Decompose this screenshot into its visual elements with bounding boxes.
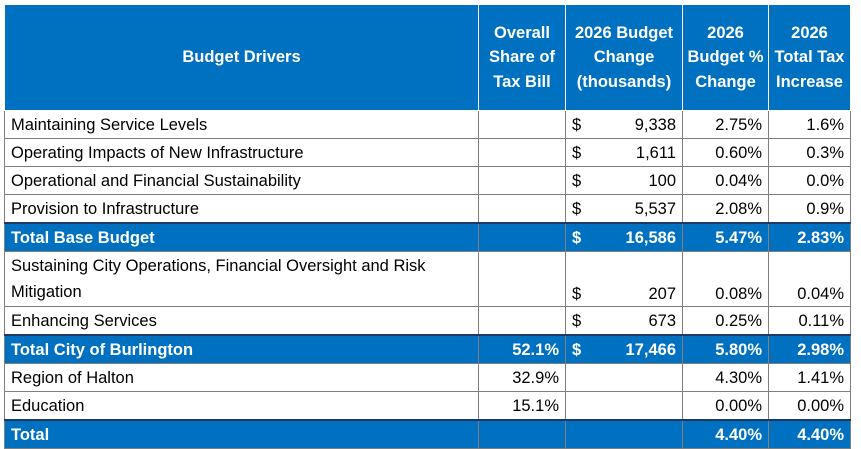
table-body: Maintaining Service Levels $9,338 2.75% 1.6…	[4, 110, 851, 449]
row-budget-change: 1,611	[587, 138, 683, 167]
table-row: Operating Impacts of New Infrastructure $…	[4, 138, 851, 167]
row-label: Maintaining Service Levels	[4, 110, 479, 139]
row-percent-change: 2.08%	[682, 194, 769, 224]
table-header: Budget Drivers Overall Share of Tax Bill…	[4, 4, 851, 111]
row-budget-change: 100	[587, 166, 683, 195]
row-label: Sustaining City Operations, Financial Ov…	[4, 251, 479, 307]
row-budget-change: 207	[587, 251, 683, 307]
row-dollar-sign: $	[565, 306, 588, 336]
table-row: Sustaining City Operations, Financial Ov…	[4, 251, 851, 307]
table-row: Enhancing Services $673 0.25% 0.11%	[4, 306, 851, 336]
table-row: Operational and Financial Sustainability…	[4, 166, 851, 195]
table-total-row: Total Base Budget $16,586 5.47% 2.83%	[4, 222, 851, 252]
row-dollar-sign: $	[565, 222, 588, 252]
row-percent-change: 5.80%	[682, 334, 769, 364]
row-tax-increase: 0.0%	[768, 166, 851, 195]
row-budget-change: 9,338	[587, 110, 683, 139]
budget-drivers-table: Budget Drivers Overall Share of Tax Bill…	[4, 4, 851, 449]
row-label: Operating Impacts of New Infrastructure	[4, 138, 479, 167]
header-budget-change: 2026 Budget Change (thousands)	[565, 4, 683, 111]
row-tax-increase: 0.11%	[768, 306, 851, 336]
row-budget-change: 673	[587, 306, 683, 336]
table-row: Maintaining Service Levels $9,338 2.75% 1.6…	[4, 110, 851, 139]
row-dollar-sign	[565, 419, 588, 449]
row-budget-change: 5,537	[587, 194, 683, 224]
row-percent-change: 5.47%	[682, 222, 769, 252]
row-tax-increase: 2.98%	[768, 334, 851, 364]
row-dollar-sign: $	[565, 334, 588, 364]
row-share	[478, 166, 566, 195]
row-tax-increase: 2.83%	[768, 222, 851, 252]
row-dollar-sign: $	[565, 194, 588, 224]
row-dollar-sign: $	[565, 166, 588, 195]
row-tax-increase: 4.40%	[768, 419, 851, 449]
row-share	[478, 306, 566, 336]
row-share	[478, 110, 566, 139]
header-budget-percent-change: 2026 Budget % Change	[682, 4, 769, 111]
row-percent-change: 0.04%	[682, 166, 769, 195]
row-tax-increase: 0.00%	[768, 391, 851, 421]
row-share: 15.1%	[478, 391, 566, 421]
row-budget-change	[587, 363, 683, 392]
table-row: Region of Halton 32.9% 4.30% 1.41%	[4, 363, 851, 392]
row-label: Total Base Budget	[4, 222, 479, 252]
row-dollar-sign: $	[565, 110, 588, 139]
header-total-tax-increase: 2026 Total Tax Increase	[768, 4, 851, 111]
row-share: 32.9%	[478, 363, 566, 392]
row-dollar-sign	[565, 391, 588, 421]
row-label: Provision to Infrastructure	[4, 194, 479, 224]
row-tax-increase: 0.3%	[768, 138, 851, 167]
row-tax-increase: 1.41%	[768, 363, 851, 392]
row-percent-change: 0.25%	[682, 306, 769, 336]
row-dollar-sign: $	[565, 138, 588, 167]
header-budget-drivers: Budget Drivers	[4, 4, 479, 111]
row-share: 52.1%	[478, 334, 566, 364]
row-tax-increase: 1.6%	[768, 110, 851, 139]
row-dollar-sign: $	[565, 251, 588, 307]
row-percent-change: 4.30%	[682, 363, 769, 392]
row-share	[478, 251, 566, 307]
row-share	[478, 222, 566, 252]
header-row: Budget Drivers Overall Share of Tax Bill…	[4, 4, 851, 111]
row-share	[478, 419, 566, 449]
row-percent-change: 0.60%	[682, 138, 769, 167]
row-label: Operational and Financial Sustainability	[4, 166, 479, 195]
row-share	[478, 138, 566, 167]
budget-table-container: Budget Drivers Overall Share of Tax Bill…	[4, 4, 851, 449]
row-label: Total City of Burlington	[4, 334, 479, 364]
row-budget-change	[587, 391, 683, 421]
row-percent-change: 0.08%	[682, 251, 769, 307]
row-label: Total	[4, 419, 479, 449]
row-dollar-sign	[565, 363, 588, 392]
row-label: Education	[4, 391, 479, 421]
row-budget-change: 17,466	[587, 334, 683, 364]
row-label: Enhancing Services	[4, 306, 479, 336]
row-percent-change: 0.00%	[682, 391, 769, 421]
row-percent-change: 4.40%	[682, 419, 769, 449]
table-row: Provision to Infrastructure $5,537 2.08% 0.…	[4, 194, 851, 224]
row-share	[478, 194, 566, 224]
row-tax-increase: 0.9%	[768, 194, 851, 224]
row-label: Region of Halton	[4, 363, 479, 392]
row-percent-change: 2.75%	[682, 110, 769, 139]
header-share-of-tax-bill: Overall Share of Tax Bill	[478, 4, 566, 111]
table-total-row: Total 4.40% 4.40%	[4, 419, 851, 449]
row-tax-increase: 0.04%	[768, 251, 851, 307]
row-budget-change: 16,586	[587, 222, 683, 252]
row-budget-change	[587, 419, 683, 449]
table-row: Education 15.1% 0.00% 0.00%	[4, 391, 851, 421]
table-total-row: Total City of Burlington 52.1% $17,466 5.80…	[4, 334, 851, 364]
